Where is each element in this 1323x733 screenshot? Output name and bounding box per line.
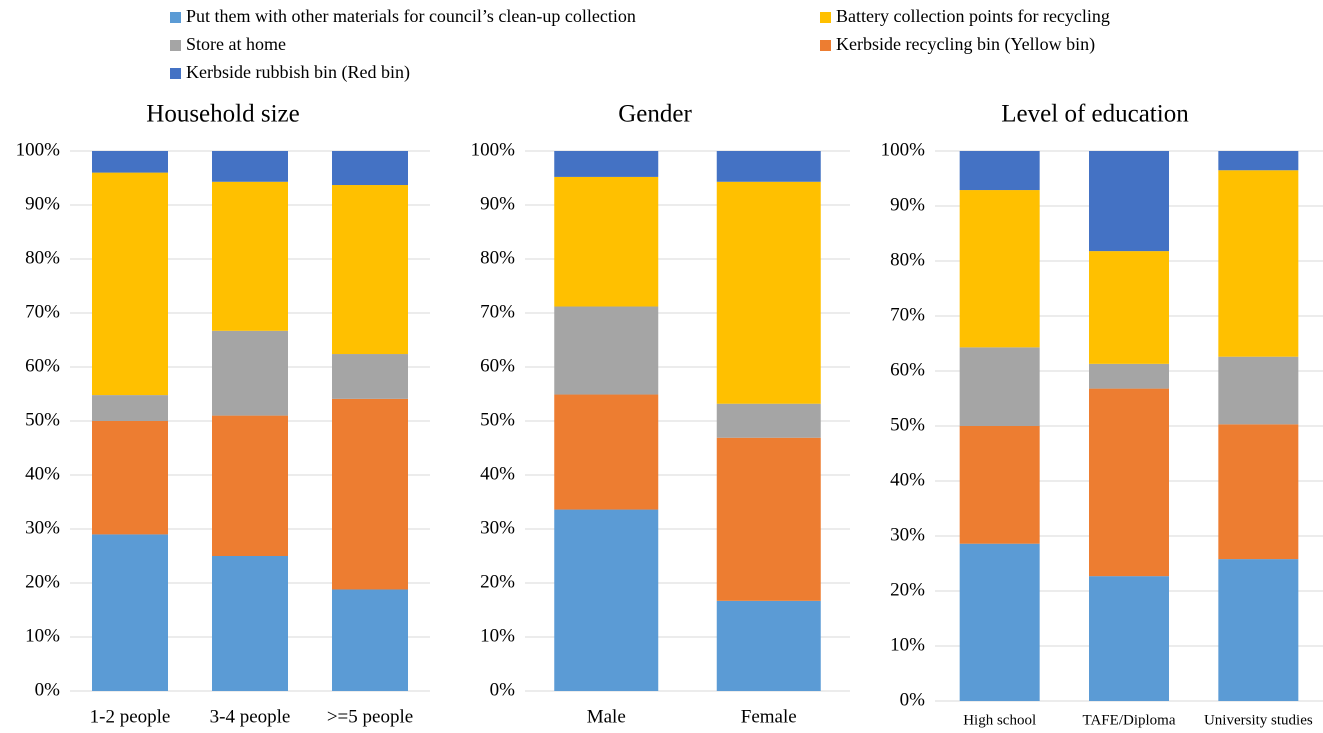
x-tick-label: >=5 people — [327, 706, 413, 727]
bar-segment — [92, 172, 168, 396]
y-tick-label: 20% — [25, 571, 60, 592]
y-tick-label: 100% — [881, 139, 926, 160]
y-tick-label: 80% — [480, 247, 515, 268]
bar-segment — [554, 176, 659, 307]
bar-segment — [92, 421, 168, 535]
bar-segment — [332, 185, 408, 355]
y-tick-label: 90% — [480, 193, 515, 214]
bar-segment — [554, 306, 659, 395]
legend-label: Store at home — [186, 34, 286, 54]
bar-segment — [212, 556, 288, 691]
x-tick-label: University studies — [1204, 712, 1313, 728]
bar-segment — [212, 151, 288, 182]
y-tick-label: 100% — [16, 139, 61, 160]
bar-segment — [716, 151, 821, 182]
bar-segment — [1089, 251, 1169, 364]
legend-label: Kerbside recycling bin (Yellow bin) — [836, 34, 1095, 55]
bar-segment — [1218, 559, 1299, 701]
y-tick-label: 50% — [890, 414, 925, 435]
bar-segment — [332, 589, 408, 691]
y-tick-label: 20% — [480, 571, 515, 592]
legend-swatch — [820, 12, 831, 23]
legend-swatch — [170, 40, 181, 51]
y-tick-label: 30% — [890, 524, 925, 545]
x-tick-label: TAFE/Diploma — [1083, 712, 1176, 728]
bar-segment — [716, 600, 821, 691]
bar-segment — [1089, 576, 1169, 701]
x-tick-label: High school — [963, 712, 1036, 728]
bar-segment — [332, 354, 408, 399]
bar-segment — [92, 151, 168, 173]
bar-segment — [716, 437, 821, 601]
bar-segment — [1089, 363, 1169, 389]
chart-title: Household size — [146, 101, 299, 128]
bar-segment — [212, 415, 288, 556]
y-tick-label: 100% — [471, 139, 516, 160]
chart-title: Gender — [618, 101, 692, 128]
bar-segment — [212, 330, 288, 416]
bar-segment — [332, 151, 408, 186]
y-tick-label: 80% — [890, 249, 925, 270]
bar-segment — [92, 395, 168, 421]
bar-segment — [959, 151, 1040, 191]
bar-segment — [1218, 151, 1299, 171]
bar-segment — [1218, 170, 1299, 357]
bar-segment — [1089, 151, 1169, 252]
bar-segment — [1218, 356, 1299, 425]
y-tick-label: 60% — [480, 355, 515, 376]
bar-segment — [716, 403, 821, 438]
bar-segment — [1089, 388, 1169, 577]
bar-segment — [716, 181, 821, 404]
y-tick-label: 70% — [25, 301, 60, 322]
bar-segment — [959, 347, 1040, 426]
y-tick-label: 50% — [25, 409, 60, 430]
legend-swatch — [170, 68, 181, 79]
y-tick-label: 90% — [890, 194, 925, 215]
legend-label: Battery collection points for recycling — [836, 6, 1110, 26]
y-tick-label: 70% — [890, 304, 925, 325]
y-tick-label: 10% — [480, 625, 515, 646]
y-tick-label: 10% — [25, 625, 60, 646]
chart-title: Level of education — [1001, 101, 1189, 128]
y-tick-label: 30% — [25, 517, 60, 538]
bar-segment — [959, 426, 1040, 544]
y-tick-label: 0% — [900, 689, 926, 710]
bar-segment — [959, 190, 1040, 348]
y-tick-label: 0% — [35, 679, 61, 700]
y-tick-label: 20% — [890, 579, 925, 600]
y-tick-label: 80% — [25, 247, 60, 268]
y-tick-label: 70% — [480, 301, 515, 322]
y-tick-label: 10% — [890, 634, 925, 655]
legend-swatch — [820, 40, 831, 51]
bar-segment — [332, 398, 408, 590]
bar-segment — [554, 151, 659, 177]
y-tick-label: 30% — [480, 517, 515, 538]
y-tick-label: 90% — [25, 193, 60, 214]
y-tick-label: 0% — [490, 679, 516, 700]
legend-swatch — [170, 12, 181, 23]
bar-segment — [1218, 424, 1299, 560]
x-tick-label: 3-4 people — [210, 706, 291, 727]
y-tick-label: 40% — [480, 463, 515, 484]
bar-segment — [212, 181, 288, 331]
x-tick-label: 1-2 people — [90, 706, 171, 727]
y-tick-label: 50% — [480, 409, 515, 430]
bar-segment — [959, 543, 1040, 701]
bar-segment — [92, 534, 168, 691]
y-tick-label: 40% — [890, 469, 925, 490]
x-tick-label: Female — [741, 706, 797, 727]
y-tick-label: 60% — [890, 359, 925, 380]
y-tick-label: 60% — [25, 355, 60, 376]
y-tick-label: 40% — [25, 463, 60, 484]
x-tick-label: Male — [587, 706, 626, 727]
legend-label: Kerbside rubbish bin (Red bin) — [186, 62, 410, 83]
bar-segment — [554, 394, 659, 510]
legend-label: Put them with other materials for counci… — [186, 6, 636, 26]
bar-segment — [554, 509, 659, 691]
